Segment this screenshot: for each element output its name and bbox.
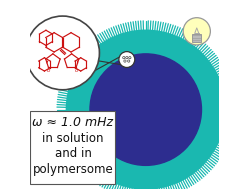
Circle shape [26,16,99,90]
Bar [192,34,201,42]
Text: o: o [75,68,78,73]
Text: in solution: in solution [42,132,104,145]
Circle shape [90,54,201,165]
Circle shape [66,30,225,189]
Circle shape [183,18,210,45]
Text: ω ≈ 1.0 mHz: ω ≈ 1.0 mHz [32,116,114,129]
Text: and in: and in [55,147,92,160]
Text: o: o [47,68,50,73]
Circle shape [119,52,135,67]
Text: polymersome: polymersome [32,163,113,176]
FancyBboxPatch shape [31,111,116,184]
